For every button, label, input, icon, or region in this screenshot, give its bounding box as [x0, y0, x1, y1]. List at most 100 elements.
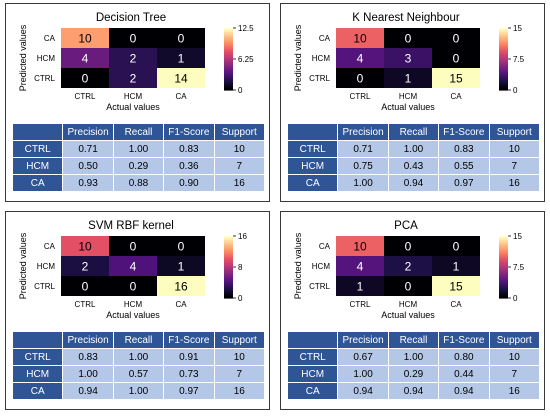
- colorbar-segment: [224, 65, 233, 68]
- colorbar-segment: [499, 293, 508, 297]
- table-cell: 16: [488, 174, 541, 192]
- colorbar-segment: [224, 246, 233, 249]
- cell-value-label: 10: [353, 240, 367, 254]
- table-cell: 0.80: [438, 348, 490, 366]
- colorbar-segment: [499, 246, 508, 249]
- table-cell: 0.50: [62, 157, 114, 175]
- table-cell: 0.97: [438, 174, 490, 192]
- table-header-cell: Recall: [112, 123, 165, 141]
- colorbar-tick-label: 8: [238, 263, 243, 272]
- table-row-header: CA: [286, 382, 339, 400]
- table-cell: 7: [213, 365, 266, 383]
- heatmap-cell: [61, 28, 109, 48]
- colorbar-segment: [499, 269, 508, 272]
- colorbar-segment: [224, 71, 233, 75]
- colorbar-tick-label: 16: [238, 232, 247, 241]
- colorbar-segment: [224, 75, 233, 79]
- panel-decision-tree: Decision Tree Predicted values CA HCM CTRL 10…: [5, 3, 270, 202]
- table-row-header: HCM: [11, 157, 64, 175]
- table-row: HCM 1.00 0.57 0.73 7: [11, 365, 266, 383]
- table-row: CTRL 0.83 1.00 0.91 10: [11, 348, 266, 366]
- table-header-cell: Precision: [337, 331, 389, 349]
- colorbar-segment: [224, 38, 233, 41]
- colorbar-segment: [499, 61, 508, 64]
- colorbar-segment: [499, 50, 508, 54]
- table-header-cell: F1-Score: [163, 331, 215, 349]
- cell-value-label: 0: [405, 32, 412, 46]
- metrics-table: Precision Recall F1-Score Support CTRL 0.71 1.…: [286, 123, 541, 192]
- table-header-cell: Support: [488, 331, 541, 349]
- heatmap-cell: [384, 236, 432, 256]
- colorbar-segment: [224, 271, 233, 274]
- colorbar-segment: [499, 258, 508, 262]
- colorbar-segment: [224, 81, 233, 85]
- heatmap-cell: [432, 68, 480, 88]
- table-header-row: Precision Recall F1-Score Support: [286, 331, 541, 349]
- cell-value-label: 0: [405, 240, 412, 254]
- cell-value-label: 0: [453, 32, 460, 46]
- colorbar-segment: [499, 287, 508, 291]
- cell-value-label: 0: [453, 52, 460, 66]
- colorbar-segment: [499, 262, 508, 266]
- colorbar-segment: [224, 83, 233, 87]
- table-row: CTRL 0.71 1.00 0.83 10: [11, 140, 266, 158]
- colorbar-segment: [224, 63, 233, 66]
- colorbar-segment: [224, 293, 233, 297]
- colorbar-tick-label: 0: [238, 294, 243, 303]
- colorbar-tick-label: 15: [513, 232, 522, 241]
- table-cell: 0.91: [163, 348, 215, 366]
- colorbar-segment: [499, 248, 508, 252]
- cell-value-label: 4: [130, 260, 137, 274]
- colorbar-segment: [224, 77, 233, 81]
- cell-value-label: 0: [178, 32, 185, 46]
- colorbar-segment: [499, 32, 508, 35]
- heatmap-cell: [157, 276, 205, 296]
- table-cell: 0.94: [387, 174, 440, 192]
- heatmap-cell: [109, 68, 157, 88]
- heatmap-cell: [336, 48, 384, 68]
- x-tick-label: HCM: [124, 300, 143, 309]
- table-cell: 0.88: [112, 174, 165, 192]
- x-tick-label: CA: [175, 92, 187, 101]
- heatmap-cell: [61, 256, 109, 276]
- table-cell: 0.94: [387, 382, 440, 400]
- table-header-cell: Precision: [62, 331, 114, 349]
- colorbar-segment: [224, 248, 233, 252]
- table-header-cell: F1-Score: [438, 331, 490, 349]
- colorbar-tick-label: 6.25: [238, 55, 254, 64]
- colorbar-segment: [499, 42, 508, 46]
- y-tick-label: CA: [44, 242, 56, 251]
- colorbar-segment: [224, 79, 233, 83]
- confusion-matrix-chart: K Nearest Neighbour Predicted values CA HCM…: [293, 12, 525, 112]
- colorbar-segment: [499, 87, 508, 91]
- colorbar-segment: [499, 291, 508, 295]
- table-cell: 0.71: [337, 140, 389, 158]
- colorbar-segment: [499, 240, 508, 243]
- colorbar-segment: [499, 250, 508, 254]
- colorbar-segment: [224, 30, 233, 33]
- colorbar-segment: [224, 32, 233, 35]
- colorbar-segment: [499, 283, 508, 287]
- table-row: CA 1.00 0.94 0.97 16: [286, 174, 541, 192]
- cell-value-label: 4: [357, 52, 364, 66]
- cell-value-label: 2: [130, 52, 137, 66]
- y-tick-label: CTRL: [309, 74, 330, 83]
- colorbar-tick-label: 0: [513, 86, 518, 95]
- cell-value-label: 0: [405, 280, 412, 294]
- colorbar-segment: [224, 28, 233, 31]
- y-tick-label: HCM: [37, 54, 56, 63]
- colorbar-segment: [499, 254, 508, 258]
- colorbar-segment: [224, 69, 233, 72]
- cell-value-label: 0: [130, 240, 137, 254]
- colorbar-segment: [224, 242, 233, 245]
- colorbar-segment: [499, 244, 508, 247]
- cell-value-label: 15: [449, 280, 463, 294]
- table-cell: 7: [488, 365, 541, 383]
- colorbar-segment: [499, 36, 508, 39]
- heatmap-cell: [157, 256, 205, 276]
- table-row-header: CTRL: [11, 348, 64, 366]
- table-row-header: CA: [286, 174, 339, 192]
- x-axis-label: Actual values: [106, 310, 160, 320]
- colorbar-segment: [499, 281, 508, 285]
